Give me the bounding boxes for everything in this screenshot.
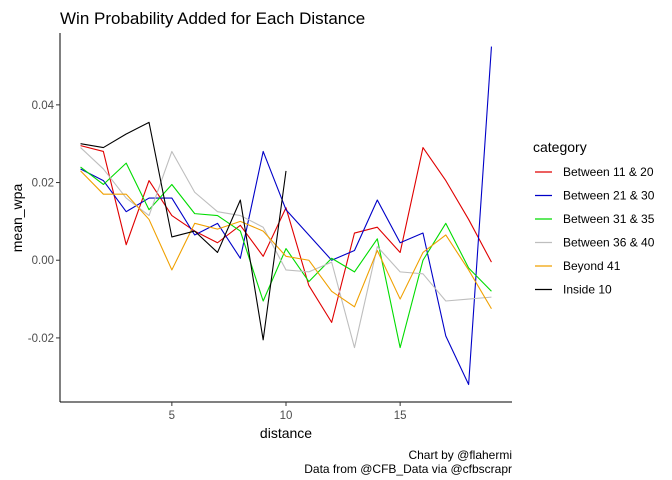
x-ticks: 5 10 15	[169, 402, 407, 422]
legend-label-between-11-20: Between 11 & 20	[563, 165, 654, 179]
y-ticks: -0.02 0.00 0.02 0.04	[28, 100, 60, 345]
y-tick-label: 0.04	[32, 100, 55, 112]
legend-title: category	[533, 139, 587, 155]
legend-label-between-31-35: Between 31 & 35	[563, 212, 655, 226]
y-tick-label: -0.02	[28, 333, 54, 345]
legend-label-between-36-40: Between 36 & 40	[563, 236, 655, 250]
legend: category Between 11 & 20 Between 21 & 30 B…	[533, 139, 655, 297]
y-tick-label: 0.00	[32, 255, 54, 267]
series-line-beyond-41	[80, 170, 492, 310]
x-axis-title: distance	[260, 425, 312, 441]
y-axis-title: mean_wpa	[9, 184, 25, 253]
legend-label-beyond-41: Beyond 41	[563, 259, 621, 273]
chart-title: Win Probability Added for Each Distance	[60, 9, 365, 28]
x-tick-label: 10	[280, 410, 293, 422]
caption-line-1: Chart by @flahermi	[408, 448, 512, 462]
x-tick-label: 15	[394, 410, 407, 422]
series-line-between-21-30	[80, 46, 492, 386]
plot-lines	[80, 46, 492, 386]
series-line-between-31-35	[80, 162, 492, 349]
legend-label-inside-10: Inside 10	[563, 283, 612, 297]
series-line-between-36-40	[80, 147, 492, 349]
y-tick-label: 0.02	[32, 178, 54, 190]
x-tick-label: 5	[169, 410, 175, 422]
series-line-inside-10	[80, 121, 287, 341]
caption-line-2: Data from @CFB_Data via @cfbscrapr	[304, 462, 512, 476]
series-line-between-11-20	[80, 145, 492, 323]
legend-label-between-21-30: Between 21 & 30	[563, 189, 655, 203]
